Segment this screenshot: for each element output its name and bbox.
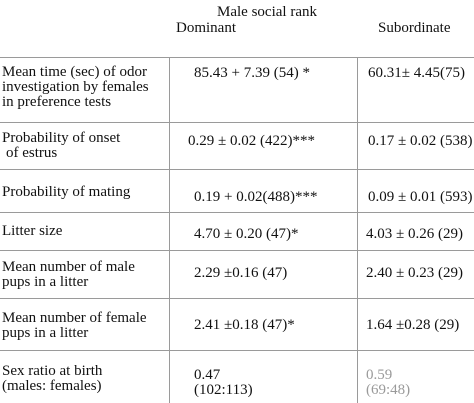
column-divider (357, 57, 358, 403)
cell-dominant-estrus: 0.29 ± 0.02 (422)*** (188, 133, 315, 149)
row-label-line: investigation by females (2, 79, 149, 95)
cell-line: 0.47 (194, 367, 221, 383)
cell-dominant-sex-ratio: 0.47 (102:113) (194, 368, 253, 398)
column-divider (169, 57, 170, 403)
table-rule (0, 122, 474, 123)
row-label-line: in preference tests (2, 94, 112, 110)
row-label-mating: Probability of mating (2, 185, 130, 200)
cell-line: (102:113) (194, 382, 253, 398)
row-label-line: Mean time (sec) of odor (2, 64, 147, 80)
row-label-line: (males: females) (2, 378, 102, 394)
row-label-line: pups in a litter (2, 325, 89, 341)
row-label-line: Mean number of female (2, 310, 147, 326)
row-label-line: Mean number of male (2, 259, 135, 275)
row-label-male-pups: Mean number of male pups in a litter (2, 260, 135, 290)
table-rule (0, 298, 474, 299)
row-label-line: Probability of onset (2, 130, 121, 146)
table-rule (0, 169, 474, 170)
cell-line: 0.59 (366, 367, 393, 383)
cell-line: (69:48) (366, 382, 411, 398)
row-label-line: pups in a litter (2, 274, 89, 290)
table-rule (0, 350, 474, 351)
table-rule (0, 212, 474, 213)
column-header-dominant: Dominant (176, 20, 236, 36)
cell-subordinate-estrus: 0.17 ± 0.02 (538) (368, 133, 473, 149)
row-label-line: Litter size (2, 223, 63, 239)
cell-subordinate-female-pups: 1.64 ±0.28 (29) (366, 317, 460, 333)
row-label-sex-ratio: Sex ratio at birth (males: females) (2, 364, 102, 394)
row-label-litter-size: Litter size (2, 224, 62, 239)
cell-subordinate-sex-ratio: 0.59 (69:48) (366, 368, 410, 398)
cell-subordinate-male-pups: 2.40 ± 0.23 (29) (366, 265, 463, 281)
row-label-line: of estrus (6, 145, 58, 161)
cell-dominant-odor: 85.43 + 7.39 (54) * (194, 65, 310, 81)
row-label-estrus: Probability of onset of estrus (2, 131, 120, 161)
cell-dominant-female-pups: 2.41 ±0.18 (47)* (194, 317, 295, 333)
table-rule (0, 250, 474, 251)
cell-subordinate-odor: 60.31± 4.45(75) (368, 65, 465, 81)
cell-subordinate-litter-size: 4.03 ± 0.26 (29) (366, 226, 463, 242)
cell-dominant-male-pups: 2.29 ±0.16 (47) (194, 265, 288, 281)
column-header-subordinate: Subordinate (378, 20, 451, 36)
row-label-odor-investigation: Mean time (sec) of odor investigation by… (2, 65, 149, 110)
row-label-female-pups: Mean number of female pups in a litter (2, 311, 147, 341)
row-label-line: Probability of mating (2, 184, 131, 200)
cell-subordinate-mating: 0.09 ± 0.01 (593) (368, 189, 473, 205)
table-rule (0, 57, 474, 58)
cell-dominant-litter-size: 4.70 ± 0.20 (47)* (194, 226, 299, 242)
cell-dominant-mating: 0.19 + 0.02(488)*** (194, 189, 318, 205)
row-label-line: Sex ratio at birth (2, 363, 103, 379)
group-header: Male social rank (217, 4, 317, 20)
